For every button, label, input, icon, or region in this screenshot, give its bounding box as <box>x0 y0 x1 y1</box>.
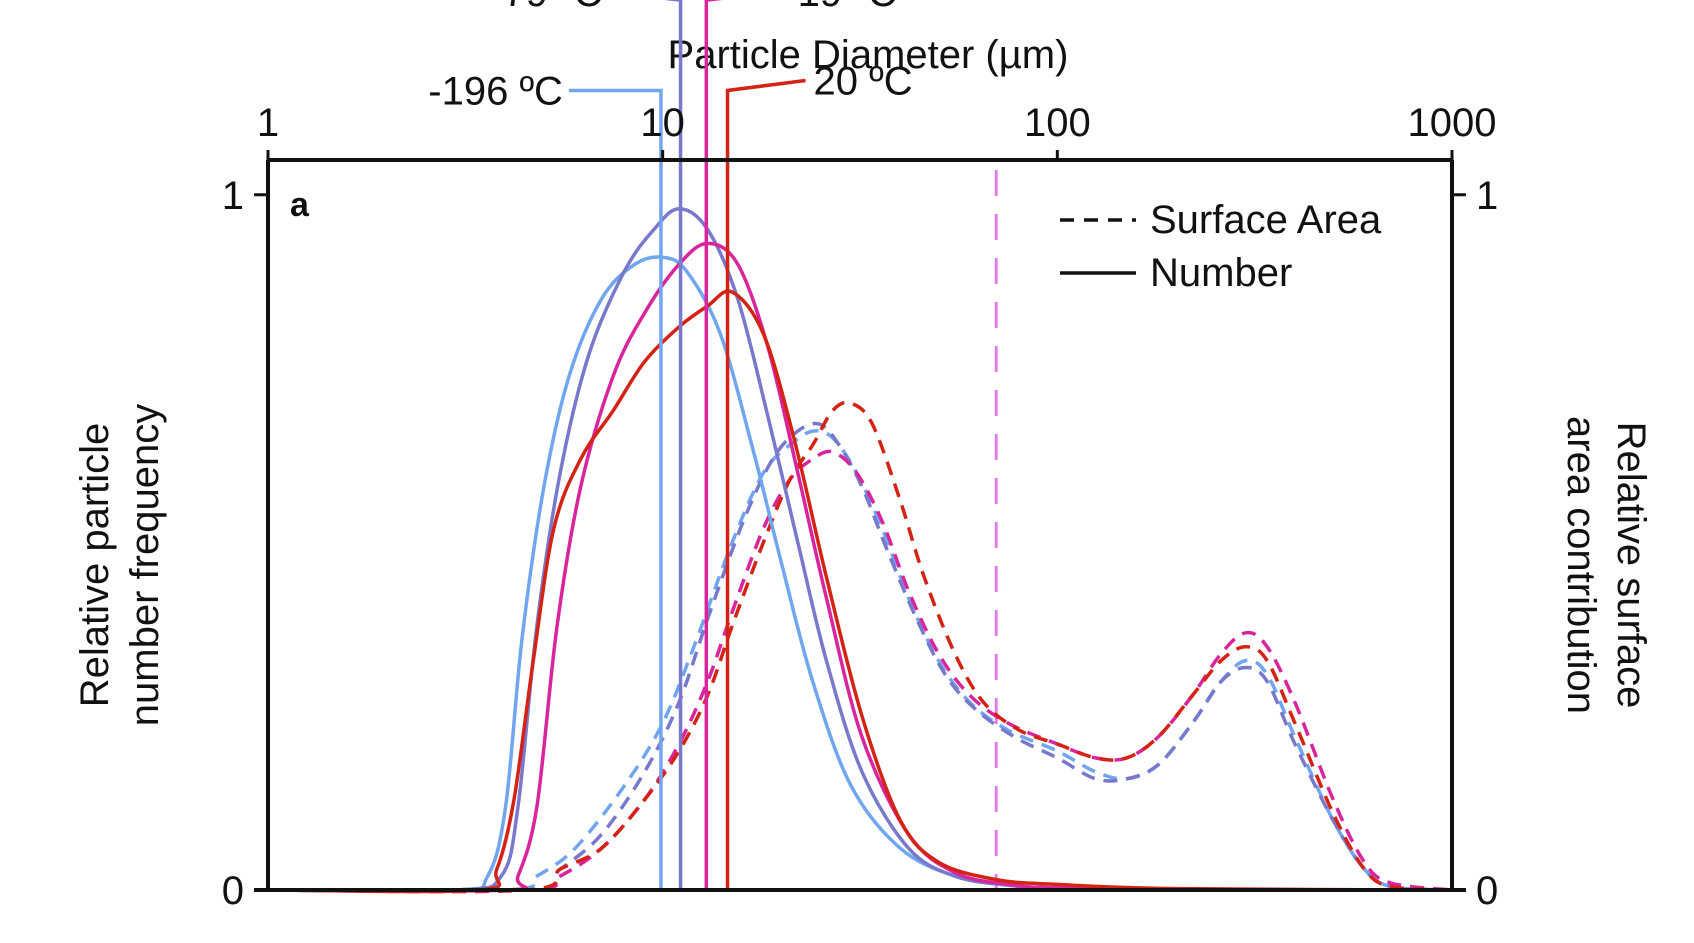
number-curve-19-c <box>267 241 1453 893</box>
y-right-tick-label: 0 <box>1476 869 1498 913</box>
x-tick-label: 1 <box>257 101 279 145</box>
series-label-19-c: -19 ºC <box>784 0 896 15</box>
y-axis-right-title-line2: area contribution <box>1559 416 1603 714</box>
median-marker-19-c <box>704 0 723 890</box>
median-marker-196-c <box>568 88 663 890</box>
x-tick-label: 10 <box>640 101 685 145</box>
x-axis-title: Particle Diameter (µm) <box>668 33 1069 77</box>
legend-label-surface-area: Surface Area <box>1150 198 1382 242</box>
number-curve-79-c <box>267 206 1453 893</box>
series-label-79-c: -79 ºC <box>490 0 602 15</box>
y-right-tick-label: 1 <box>1476 174 1498 218</box>
y-axis-left-title-line2: number frequency <box>123 404 167 726</box>
median-marker-20-c <box>725 78 806 890</box>
y-left-tick-label: 0 <box>222 869 244 913</box>
x-tick-label: 100 <box>1024 101 1091 145</box>
series-label-196-c: -196 ºC <box>428 69 563 113</box>
surface-curve-79-c <box>267 421 1453 894</box>
x-tick-label: 1000 <box>1408 101 1497 145</box>
plot-lines: -196 ºC -79 ºC -19 ºC 20 ºC <box>267 0 1453 894</box>
median-marker-79-c <box>663 0 683 890</box>
legend-label-number: Number <box>1150 251 1292 295</box>
y-axis-left-title-line1: Relative particle <box>73 423 117 708</box>
y-left-tick-label: 1 <box>222 174 244 218</box>
number-curve-20-c <box>267 289 1453 894</box>
panel-label: a <box>290 186 310 224</box>
legend: Surface Area Number <box>1060 198 1382 295</box>
surface-curve-20-c <box>267 400 1453 894</box>
series-label-20-c: 20 ºC <box>814 59 913 103</box>
number-curve-196-c <box>267 255 1453 893</box>
y-axis-right-title-line1: Relative surface <box>1609 422 1653 709</box>
